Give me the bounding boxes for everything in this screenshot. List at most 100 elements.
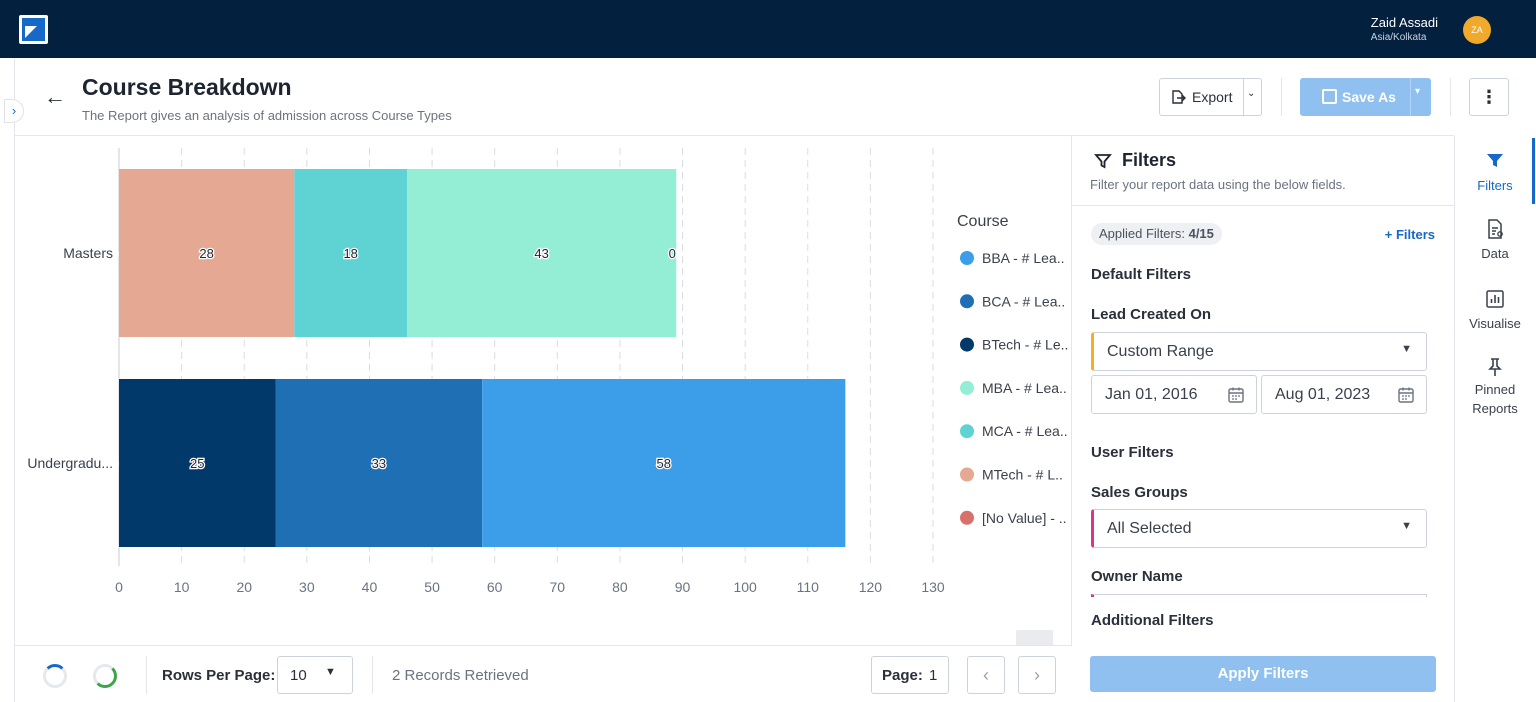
rail-item-pinned-reports[interactable]: Pinned Reports [1455, 356, 1535, 418]
course-stacked-bar-chart: 0 10 20 30 40 50 60 70 80 90 100 110 120 130 Masters 0 2… [27, 148, 1068, 595]
bar-segment [119, 379, 276, 547]
sales-groups-value: All Selected [1107, 520, 1192, 537]
export-icon [1172, 90, 1186, 104]
app-logo[interactable] [19, 15, 48, 44]
data-label: 33 [372, 456, 386, 471]
date-to-field[interactable]: Aug 01, 2023 [1261, 375, 1427, 414]
rows-per-page-select[interactable]: 10 ▼ [277, 656, 353, 694]
save-dropdown-caret-icon[interactable]: ▾ [1415, 86, 1421, 97]
x-tick-label: 60 [487, 579, 503, 595]
x-tick-label: 50 [424, 579, 440, 595]
filter-icon [1487, 154, 1503, 167]
lead-created-label: Lead Created On [1091, 306, 1212, 323]
legend-label: MCA - # Lea.. [982, 423, 1068, 439]
loading-spinner-icon [43, 664, 67, 688]
sales-groups-label: Sales Groups [1091, 484, 1188, 501]
add-filters-link[interactable]: + Filters [1384, 227, 1435, 242]
x-tick-label: 90 [675, 579, 691, 595]
rail-label-data: Data [1481, 246, 1509, 261]
bar-segment [294, 169, 408, 337]
rows-per-page-value: 10 [290, 667, 307, 684]
chevron-down-icon[interactable]: ⌄ [1247, 88, 1256, 99]
data-label: 25 [190, 456, 204, 471]
chart-toolbox-tab[interactable] [1016, 630, 1053, 645]
owner-name-select[interactable] [1091, 594, 1427, 597]
save-as-button[interactable]: Save As ▾ [1300, 78, 1431, 116]
data-label: 58 [657, 456, 671, 471]
bar-segment [119, 169, 295, 337]
page-title: Course Breakdown [82, 74, 292, 100]
x-tick-label: 80 [612, 579, 628, 595]
save-icon [1322, 89, 1337, 104]
legend-swatch [960, 510, 974, 525]
filters-subtitle: Filter your report data using the below … [1090, 177, 1346, 192]
bar-segment [482, 379, 846, 547]
user-timezone: Asia/Kolkata [1370, 32, 1427, 43]
calendar-icon[interactable] [1227, 386, 1245, 404]
additional-filters-heading: Additional Filters [1091, 612, 1214, 629]
rail-item-filters[interactable]: Filters [1455, 150, 1535, 193]
table-footer: Rows Per Page: 10 ▼ 2 Records Retrieved … [15, 645, 1072, 702]
page-value: 1 [929, 667, 938, 684]
date-from-field[interactable]: Jan 01, 2016 [1091, 375, 1257, 414]
rail-label-visualise: Visualise [1469, 316, 1521, 331]
expand-sidebar-button[interactable]: › [4, 99, 24, 123]
rail-label-pinned: Pinned [1474, 382, 1516, 397]
rail-item-data[interactable]: Data [1455, 218, 1535, 261]
export-label: Export [1192, 89, 1233, 105]
sales-groups-select[interactable]: All Selected ▼ [1091, 509, 1427, 548]
left-edge-divider [14, 58, 15, 702]
progress-spinner-icon [93, 664, 117, 688]
export-button[interactable]: Export ⌄ [1159, 78, 1262, 116]
user-info[interactable]: Zaid Assadi Asia/Kolkata [1371, 15, 1438, 44]
x-tick-label: 120 [859, 579, 883, 595]
page-subtitle: The Report gives an analysis of admissio… [82, 108, 452, 123]
legend-label: MTech - # L.. [982, 467, 1063, 483]
applied-filters-prefix: Applied Filters: [1099, 226, 1189, 241]
default-filters-heading: Default Filters [1091, 266, 1192, 283]
owner-name-label: Owner Name [1091, 568, 1183, 585]
date-from-value: Jan 01, 2016 [1105, 386, 1198, 403]
rail-item-visualise[interactable]: Visualise [1455, 288, 1535, 331]
apply-filters-button[interactable]: Apply Filters [1090, 656, 1436, 692]
legend-swatch [960, 251, 974, 265]
prev-page-button[interactable]: ‹ [967, 656, 1005, 694]
next-page-button[interactable]: › [1018, 656, 1056, 694]
rail-label-filters: Filters [1477, 178, 1513, 193]
user-name: Zaid Assadi [1370, 15, 1438, 30]
records-count: 2 Records Retrieved [392, 667, 529, 684]
applied-filters-count: 4/15 [1188, 226, 1214, 241]
lead-created-value: Custom Range [1107, 343, 1214, 360]
caret-down-icon: ▼ [1401, 343, 1412, 355]
data-label: 28 [199, 246, 213, 261]
legend-label: BBA - # Lea.. [982, 250, 1065, 266]
filters-panel: Filters Filter your report data using th… [1072, 136, 1454, 702]
data-label: 43 [534, 246, 548, 261]
rail-label-reports: Reports [1472, 401, 1518, 416]
back-arrow-icon[interactable]: ← [44, 84, 66, 109]
legend-title: Course [957, 213, 1009, 230]
y-category-label: Undergradu... [27, 455, 113, 471]
data-file-icon [1488, 219, 1503, 239]
lead-created-select[interactable]: Custom Range ▼ [1091, 332, 1427, 371]
page-input[interactable]: Page: 1 [871, 656, 949, 694]
legend-swatch [960, 467, 974, 482]
x-tick-label: 110 [797, 579, 820, 595]
filter-icon [1094, 154, 1112, 169]
legend-label: [No Value] - .. [982, 510, 1067, 526]
x-tick-label: 20 [236, 579, 252, 595]
save-as-label: Save As [1342, 89, 1396, 105]
legend-label: BTech - # Le.. [982, 337, 1068, 353]
page-label: Page: [882, 667, 923, 684]
more-options-button[interactable]: ⋮ [1469, 78, 1509, 116]
legend-label: BCA - # Lea.. [982, 293, 1065, 309]
bar-segment [275, 379, 483, 547]
x-tick-label: 40 [362, 579, 378, 595]
calendar-icon[interactable] [1397, 386, 1415, 404]
pin-icon [1488, 358, 1502, 376]
legend-label: MBA - # Lea.. [982, 380, 1067, 396]
y-category-label: Masters [63, 245, 113, 261]
right-tool-rail: Filters Data Visualise Pinned Reports [1454, 136, 1536, 702]
avatar[interactable]: ZA [1463, 16, 1491, 44]
x-tick-label: 30 [299, 579, 315, 595]
